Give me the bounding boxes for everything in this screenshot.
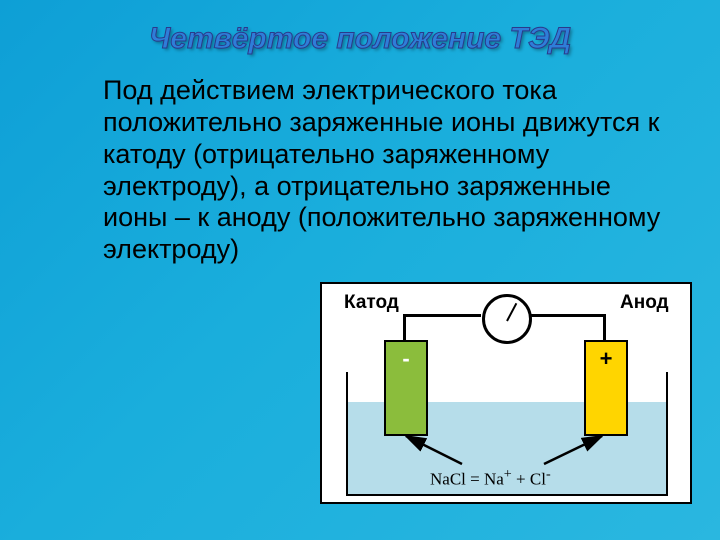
- electrolysis-diagram: Катод Анод - + NaCl = Na+ + Cl‑: [320, 282, 692, 504]
- body-text: Под действием электрического тока положи…: [103, 75, 663, 266]
- dissociation-formula: NaCl = Na+ + Cl‑: [430, 466, 551, 490]
- arrow-to-anode: [544, 436, 602, 464]
- arrow-to-cathode: [406, 436, 462, 464]
- page-title: Четвёртое положение ТЭД: [0, 22, 720, 56]
